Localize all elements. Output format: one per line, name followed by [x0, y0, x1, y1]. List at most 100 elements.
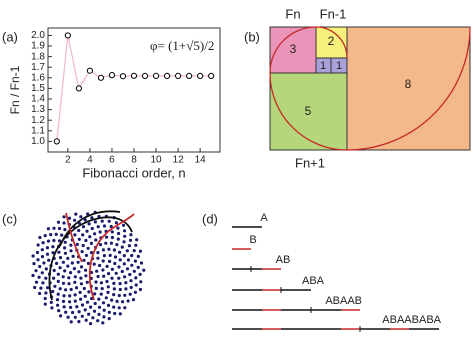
y-tick-label: 1.0 — [31, 136, 45, 147]
dot — [89, 270, 94, 275]
dot — [69, 271, 73, 275]
dot — [62, 215, 66, 219]
dot — [94, 286, 98, 290]
dot — [39, 286, 43, 290]
word-label: A — [260, 212, 268, 224]
phyllotaxis — [31, 210, 146, 326]
dot — [36, 258, 40, 262]
dot — [102, 315, 106, 319]
point — [175, 72, 182, 80]
dot — [106, 285, 110, 289]
word-label: ABAABABA — [382, 314, 441, 326]
dot — [79, 215, 83, 219]
dot — [107, 247, 111, 251]
dot — [96, 225, 100, 229]
dot — [61, 299, 66, 303]
dot — [56, 292, 60, 296]
dot — [117, 293, 121, 298]
dot — [86, 246, 90, 250]
dot — [142, 268, 146, 272]
dot — [67, 216, 72, 220]
dot — [84, 274, 88, 278]
word-label: ABA — [302, 275, 325, 287]
dot — [73, 315, 77, 319]
dot — [97, 297, 101, 301]
dot — [52, 238, 56, 243]
dot — [98, 263, 102, 268]
dot — [113, 255, 118, 259]
dot — [83, 294, 87, 298]
point — [163, 72, 171, 80]
dot — [81, 233, 85, 237]
dot — [63, 228, 67, 232]
dot — [118, 312, 122, 316]
dot — [133, 259, 137, 263]
square-label: 8 — [405, 77, 412, 91]
dot — [93, 232, 97, 236]
dot — [68, 294, 72, 298]
dot — [104, 235, 109, 239]
dot — [63, 251, 67, 255]
dot — [61, 260, 65, 264]
dot — [66, 256, 70, 260]
dot — [69, 287, 73, 292]
dot — [46, 286, 50, 290]
dot — [56, 303, 60, 307]
dot — [101, 268, 105, 272]
dot — [53, 284, 57, 288]
dot — [44, 276, 48, 280]
dot — [118, 287, 122, 292]
dot — [102, 274, 106, 278]
dot — [57, 250, 61, 254]
dot — [100, 219, 104, 223]
dot — [106, 290, 110, 294]
dot — [122, 254, 126, 258]
x-tick-label: 10 — [150, 155, 162, 166]
dot — [129, 233, 133, 237]
dot — [56, 220, 61, 224]
dot — [83, 308, 87, 312]
spiral — [269, 26, 471, 151]
dot — [101, 321, 105, 325]
dot — [108, 259, 112, 263]
dot — [126, 299, 130, 303]
dot — [93, 220, 97, 224]
point — [97, 74, 105, 81]
dot — [98, 230, 102, 234]
dot — [134, 243, 138, 247]
dot — [80, 250, 84, 254]
dot — [98, 243, 103, 247]
dot — [75, 305, 79, 309]
word-label: B — [249, 234, 256, 246]
x-tick-label: 2 — [65, 155, 71, 166]
y-tick-label: 1.6 — [31, 72, 45, 83]
spiral-arms — [48, 210, 135, 301]
word-label: AB — [276, 254, 291, 266]
dot — [123, 306, 127, 310]
dot — [37, 275, 41, 279]
dot — [110, 267, 114, 271]
dot — [79, 282, 83, 286]
dot — [62, 305, 66, 309]
point — [108, 72, 116, 79]
y-axis-label: Fn / Fn-1 — [8, 65, 22, 114]
x-tick-label: 14 — [195, 155, 207, 166]
dot — [93, 292, 97, 296]
dot — [51, 245, 55, 249]
dot — [63, 269, 67, 273]
dot — [63, 240, 67, 244]
dot — [112, 305, 116, 309]
x-tick-label: 6 — [109, 155, 115, 166]
dot — [135, 238, 139, 242]
dot — [125, 267, 130, 271]
dot — [90, 216, 94, 220]
dot — [117, 276, 121, 280]
dot — [80, 303, 85, 307]
dot — [102, 308, 106, 312]
dot — [129, 279, 133, 283]
dot — [77, 310, 81, 314]
dot — [123, 234, 127, 238]
dot — [99, 281, 103, 285]
dot — [64, 288, 68, 292]
dot — [66, 315, 70, 319]
